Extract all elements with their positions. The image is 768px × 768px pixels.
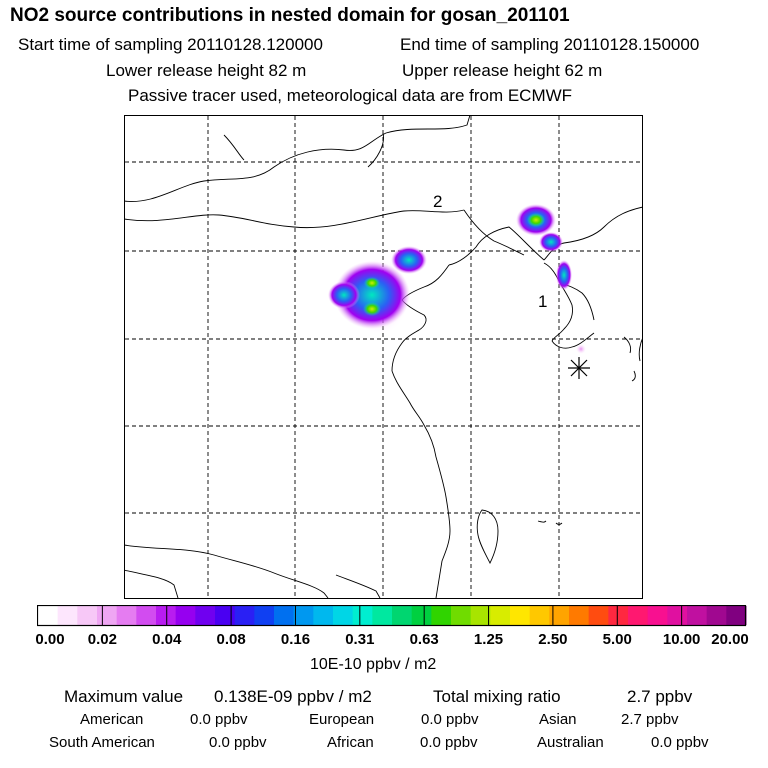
colorbar-cell [215,606,236,625]
region-value-african: 0.0 ppbv [420,734,478,751]
colorbar-cell [175,606,196,625]
colorbar-cell [451,606,472,625]
region-name-south-american: South American [49,734,155,751]
colorbar-cell [274,606,295,625]
region-value-south-american: 0.0 ppbv [209,734,267,751]
colorbar-tick-label: 0.04 [152,631,182,648]
colorbar-tick-label: 0.08 [216,631,246,648]
colorbar-tick-label: 1.25 [473,631,504,648]
colorbar-cell [136,606,157,625]
colorbar-cell [313,606,334,625]
colorbar-cell [156,606,177,625]
source-plume-korea [516,204,586,354]
total-mixing-value: 2.7 ppbv [627,687,693,706]
colorbar-tick-label: 0.02 [87,631,117,648]
region-label-1: 1 [538,292,547,311]
colorbar-cell [97,606,118,625]
colorbar-cell [687,606,708,625]
start-time-label: Start time of sampling 20110128.120000 [18,35,323,54]
colorbar-cell [77,606,98,625]
colorbar-cell [411,606,432,625]
upper-height-label: Upper release height 62 m [402,61,603,80]
colorbar-cell [549,606,570,625]
source-plume-main [328,246,427,334]
lower-height-label: Lower release height 82 m [106,61,307,80]
colorbar-tick-label: 0.16 [280,631,311,648]
colorbar-cell [608,606,629,625]
colorbar-cell [490,606,511,625]
map-frame [124,115,643,599]
max-value-label: Maximum value [64,687,184,706]
region-name-european: European [309,711,375,728]
colorbar-tick-label: 5.00 [602,631,632,648]
region-value-european: 0.0 ppbv [421,711,479,728]
region-label-2: 2 [433,192,442,211]
colorbar-cell [372,606,393,625]
colorbar-cell [706,606,727,625]
colorbar-cell [392,606,413,625]
colorbar-tick-label: 0.63 [409,631,439,648]
colorbar [37,605,747,627]
region-value-asian: 2.7 ppbv [621,711,679,728]
colorbar-cell [352,606,373,625]
region-name-american: American [80,711,144,728]
colorbar-cell [431,606,452,625]
colorbar-cell [293,606,314,625]
max-value: 0.138E-09 ppbv / m2 [214,687,372,706]
colorbar-tick-label: 0.00 [35,631,65,648]
colorbar-cell [569,606,590,625]
colorbar-cell [470,606,491,625]
colorbar-cell [588,606,609,625]
tracer-note: Passive tracer used, meteorological data… [128,86,573,105]
colorbar-cell [529,606,550,625]
receptor-asterisk-icon [568,357,590,379]
end-time-label: End time of sampling 20110128.150000 [400,35,700,54]
total-mixing-label: Total mixing ratio [433,687,561,706]
colorbar-tick-label: 2.50 [538,631,568,648]
colorbar-cell [57,606,78,625]
colorbar-cell [647,606,668,625]
colorbar-cell [254,606,275,625]
colorbar-cell [667,606,688,625]
colorbar-cell [38,606,59,625]
map-panel: 2 1 [124,115,643,599]
region-name-asian: Asian [539,711,577,728]
colorbar-cell [333,606,354,625]
colorbar-cell [628,606,649,625]
region-name-australian: Australian [537,734,604,751]
chart-title: NO2 source contributions in nested domai… [10,5,570,26]
colorbar-cell [195,606,216,625]
colorbar-tick-label: 10.00 [662,631,701,648]
colorbar-cell [234,606,255,625]
colorbar-cell [510,606,531,625]
colorbar-cell [116,606,137,625]
region-value-american: 0.0 ppbv [190,711,248,728]
colorbar-tick-label: 20.00 [711,631,749,648]
colorbar-unit: 10E-10 ppbv / m2 [310,656,437,673]
colorbar-tick-label: 0.31 [345,631,375,648]
region-value-australian: 0.0 ppbv [651,734,709,751]
colorbar-cell [726,606,747,625]
region-name-african: African [327,734,374,751]
